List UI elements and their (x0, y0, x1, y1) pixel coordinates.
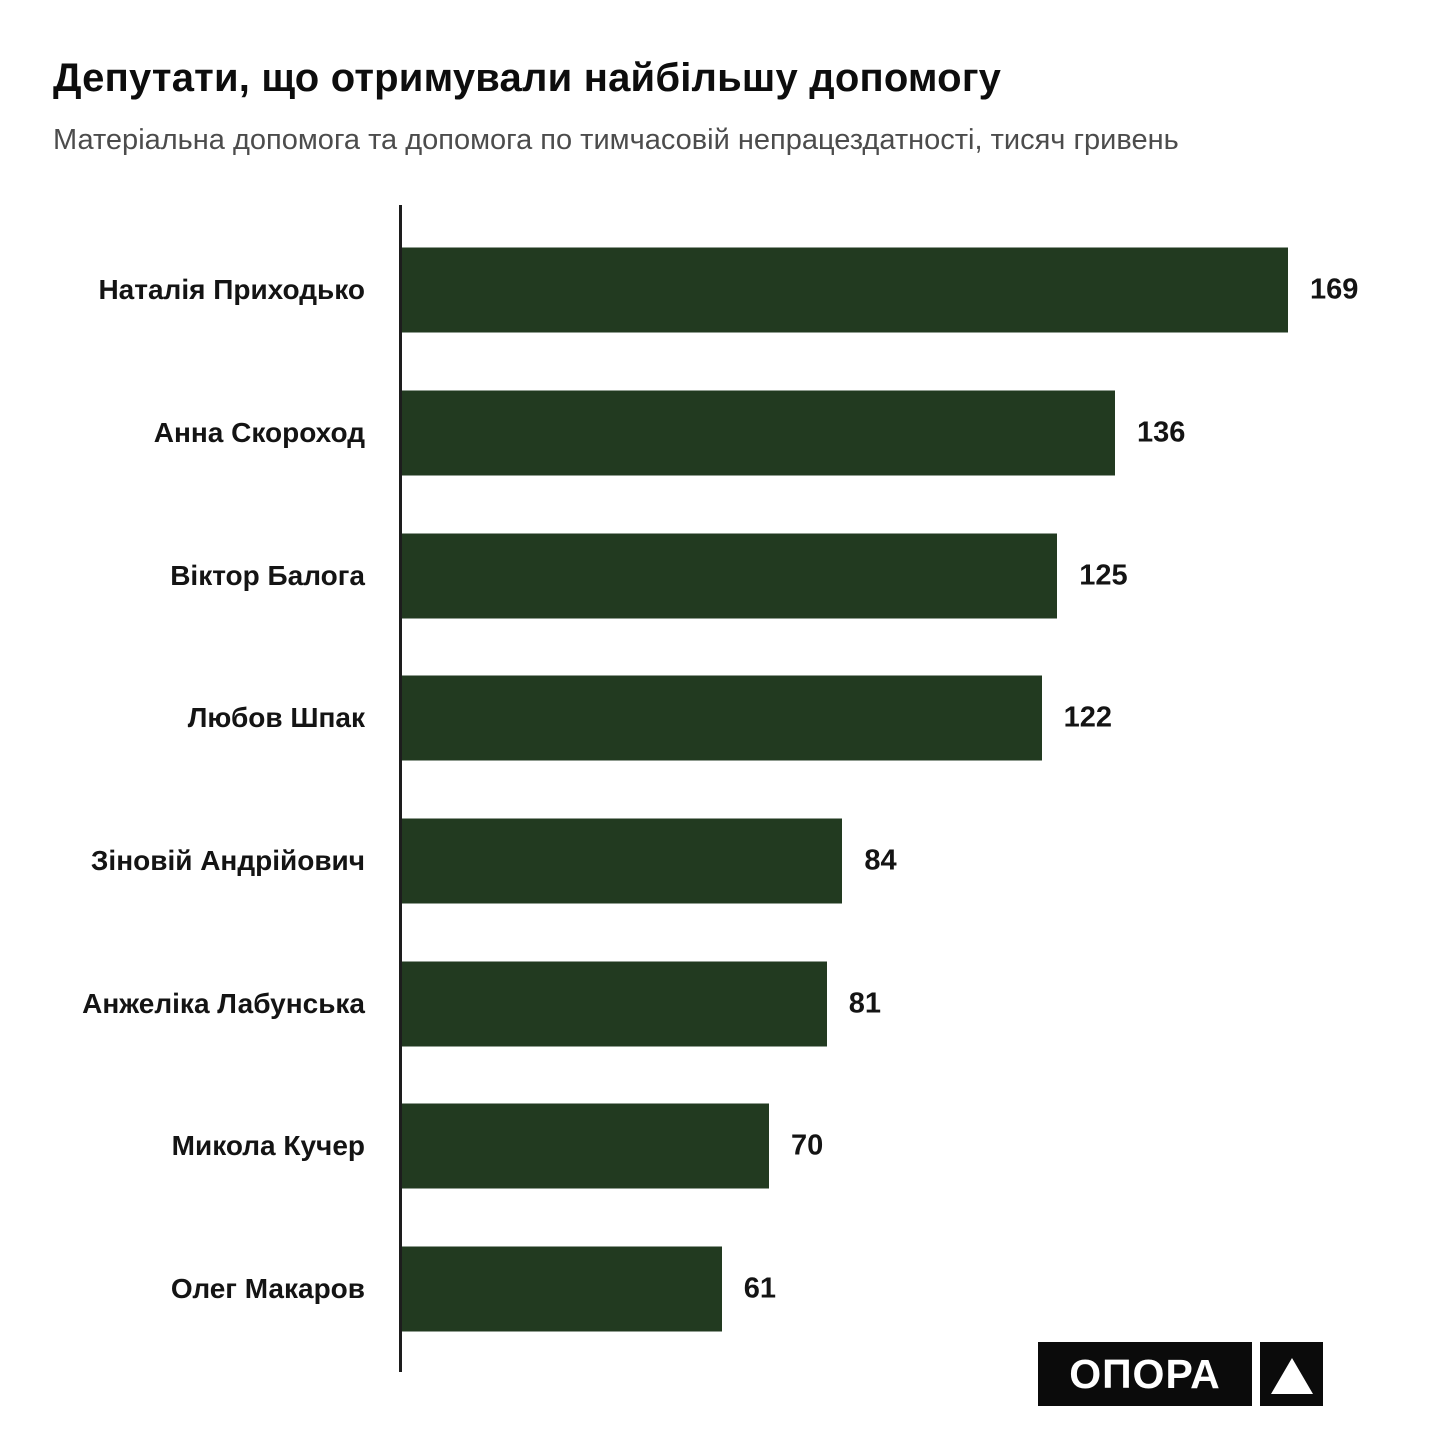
bar-row: Анна Скороход 136 (0, 362, 1440, 505)
bar-value: 84 (864, 844, 897, 877)
bar-label: Любов Шпак (187, 702, 365, 734)
bar (402, 247, 1288, 333)
bar-row: Олег Макаров 61 (0, 1218, 1440, 1361)
bar-label: Зіновій Андрійович (90, 845, 365, 877)
bar-value: 122 (1063, 701, 1112, 734)
y-axis-line (399, 205, 402, 1372)
bar-row: Віктор Балога 125 (0, 504, 1440, 647)
bar-rows: Наталія Приходько 169 Анна Скороход 136 Вікт… (0, 219, 1440, 1361)
bar-label: Анжеліка Лабунська (82, 987, 365, 1019)
bar-value: 70 (791, 1129, 824, 1162)
bar-value: 136 (1137, 416, 1186, 449)
bar-label: Віктор Балога (170, 559, 365, 591)
bar-value: 61 (743, 1272, 777, 1305)
bar-label: Олег Макаров (170, 1273, 365, 1305)
bar-row: Любов Шпак 122 (0, 647, 1440, 790)
bar-row: Наталія Приходько 169 (0, 219, 1440, 362)
triangle-up-icon (1270, 1357, 1313, 1394)
bar-value: 169 (1310, 273, 1359, 306)
bar-row: Анжеліка Лабунська 81 (0, 932, 1440, 1075)
bar (402, 961, 827, 1047)
bar-label: Анна Скороход (153, 417, 365, 449)
bar (402, 390, 1115, 476)
bar-value: 125 (1079, 559, 1128, 592)
chart-title: Депутати, що отримували найбільшу допомо… (53, 56, 1002, 100)
bar-label: Микола Кучер (171, 1130, 365, 1162)
bar (402, 818, 843, 904)
bar-row: Зіновій Андрійович 84 (0, 790, 1440, 933)
bar (402, 1103, 769, 1189)
bar (402, 533, 1058, 619)
opora-logo-wordmark: ОПОРА (1038, 1342, 1252, 1406)
chart-subtitle: Матеріальна допомога та допомога по тимч… (53, 124, 1179, 156)
opora-logo: ОПОРА (1038, 1342, 1323, 1406)
bar-value: 81 (848, 987, 881, 1020)
bar-row: Микола Кучер 70 (0, 1075, 1440, 1218)
opora-logo-icon-box (1260, 1342, 1323, 1406)
bar-label: Наталія Приходько (98, 274, 365, 306)
bar (402, 1246, 722, 1332)
bar (402, 675, 1042, 761)
